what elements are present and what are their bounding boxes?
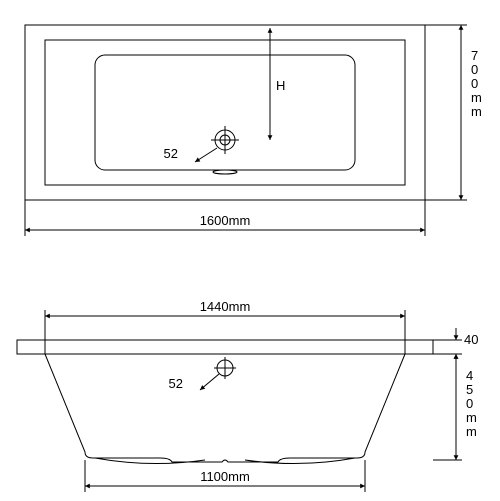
elevation-view: 1440mm 52 40 450mm 1100mm <box>17 299 478 492</box>
overflow-slot <box>213 170 237 174</box>
rim-width-label: 1440mm <box>200 299 251 314</box>
drain-elev-label: 52 <box>169 376 183 391</box>
rim-height-label: 40 <box>464 332 478 347</box>
plan-view: 52 H 1600mm 700mm <box>25 25 482 236</box>
drain-plan <box>211 126 239 154</box>
body-height-label: 450mm <box>466 368 477 439</box>
tub-mid-rect <box>45 40 405 185</box>
plan-height-label: 700mm <box>471 48 482 119</box>
plan-width-label: 1600mm <box>200 213 251 228</box>
base-width-label: 1100mm <box>200 469 250 484</box>
drain-plan-label: 52 <box>164 146 178 161</box>
drain-plan-leader <box>195 148 217 162</box>
drain-elev-leader <box>200 374 219 390</box>
tub-rim <box>17 340 433 354</box>
depth-label: H <box>276 78 285 93</box>
